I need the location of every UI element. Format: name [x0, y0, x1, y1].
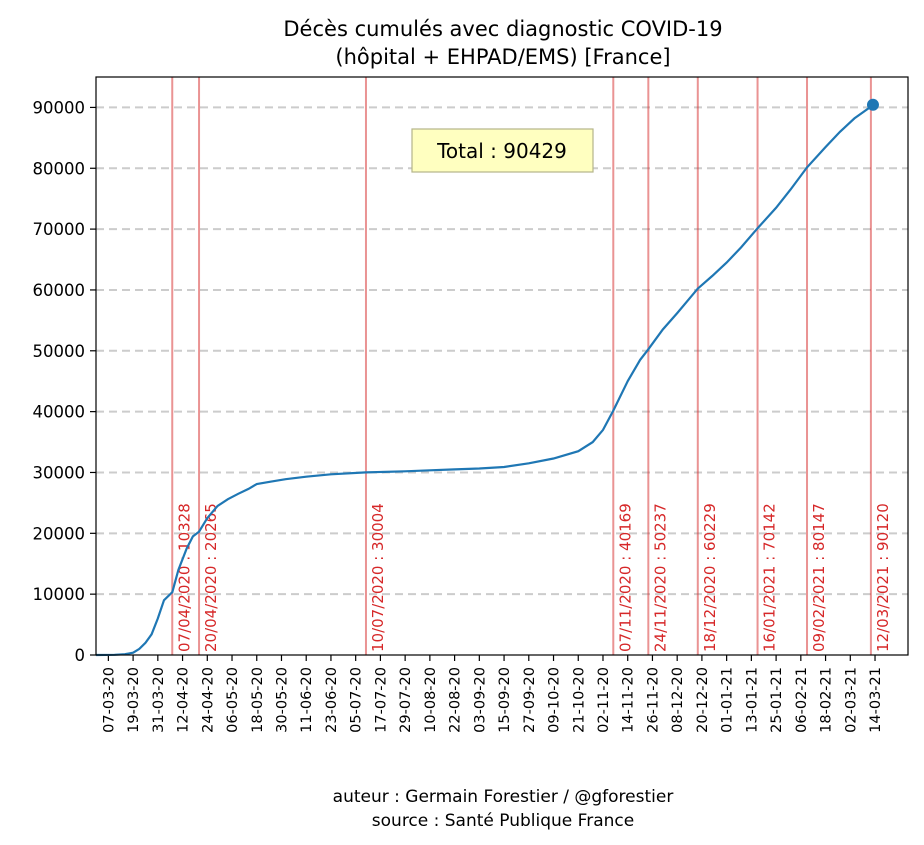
grid-lines — [96, 106, 908, 596]
x-tick-label: 30-05-20 — [274, 667, 290, 733]
x-tick-label: 02-03-21 — [843, 667, 859, 733]
y-tick-label: 60000 — [33, 281, 86, 300]
x-axis: 07-03-20 19-03-20 31-03-20 12-04-20 24-04-20… — [101, 655, 884, 733]
y-tick-label: 20000 — [33, 524, 86, 543]
x-tick-label: 21-10-20 — [571, 667, 587, 733]
footer-author: auteur : Germain Forestier / @gforestier — [333, 787, 674, 807]
x-tick-label: 17-07-20 — [373, 667, 389, 733]
y-tick-label: 90000 — [33, 98, 86, 117]
x-tick-label: 26-11-20 — [645, 667, 661, 733]
x-tick-label: 18-05-20 — [250, 667, 266, 733]
x-tick-label: 10-08-20 — [423, 667, 439, 733]
y-tick-label: 80000 — [33, 159, 86, 178]
x-tick-label: 23-06-20 — [324, 667, 340, 733]
x-tick-label: 13-01-21 — [744, 667, 760, 733]
x-tick-label: 25-01-21 — [769, 667, 785, 733]
milestone-label: 07/11/2020 : 40169 — [616, 503, 634, 652]
x-tick-label: 09-10-20 — [547, 667, 563, 733]
x-tick-label: 05-07-20 — [349, 667, 365, 733]
x-tick-label: 11-06-20 — [299, 667, 315, 733]
milestone-label: 16/01/2021 : 70142 — [761, 503, 779, 652]
milestone-lines: 07/04/2020 : 10328 20/04/2020 : 20265 10/0… — [171, 77, 892, 655]
x-tick-label: 19-03-20 — [126, 667, 142, 733]
x-tick-label: 24-04-20 — [200, 667, 216, 733]
x-tick-label: 20-12-20 — [695, 667, 711, 733]
milestone-label: 09/02/2021 : 80147 — [810, 503, 828, 652]
x-tick-label: 07-03-20 — [101, 667, 117, 733]
x-tick-label: 18-02-21 — [819, 667, 835, 733]
y-tick-label: 40000 — [33, 403, 86, 422]
y-tick-label: 10000 — [33, 585, 86, 604]
series-line — [95, 103, 874, 657]
x-tick-label: 06-05-20 — [225, 667, 241, 733]
x-tick-label: 06-02-21 — [794, 667, 810, 733]
milestone-label: 10/07/2020 : 30004 — [369, 503, 387, 652]
y-tick-label: 50000 — [33, 342, 86, 361]
chart-title-line-2: (hôpital + EHPAD/EMS) [France] — [335, 45, 670, 69]
plot-frame — [95, 76, 909, 656]
x-tick-label: 08-12-20 — [670, 667, 686, 733]
y-tick-label: 70000 — [33, 220, 86, 239]
x-tick-label: 29-07-20 — [398, 667, 414, 733]
final-point-marker — [866, 98, 879, 111]
milestone-label: 07/04/2020 : 10328 — [175, 503, 193, 652]
x-tick-label: 22-08-20 — [448, 667, 464, 733]
x-tick-label: 14-11-20 — [621, 667, 637, 733]
milestone-label: 24/11/2020 : 50237 — [651, 503, 669, 652]
total-annotation: Total : 90429 — [411, 128, 594, 173]
milestone-label: 20/04/2020 : 20265 — [202, 503, 220, 652]
x-tick-label: 31-03-20 — [151, 667, 167, 733]
y-tick-label: 30000 — [33, 463, 86, 482]
chart-title-line-1: Décès cumulés avec diagnostic COVID-19 — [283, 17, 722, 41]
x-tick-label: 14-03-21 — [868, 667, 884, 733]
x-tick-label: 01-01-21 — [720, 667, 736, 733]
milestone-label: 12/03/2021 : 90120 — [874, 503, 892, 652]
x-tick-label: 15-09-20 — [497, 667, 513, 733]
y-axis: 0 10000 20000 30000 40000 50000 60000 70000 8000… — [33, 98, 96, 665]
x-tick-label: 12-04-20 — [176, 667, 192, 733]
x-tick-label: 02-11-20 — [596, 667, 612, 733]
x-tick-label: 27-09-20 — [522, 667, 538, 733]
y-tick-label: 0 — [75, 646, 86, 665]
total-annotation-text: Total : 90429 — [436, 139, 567, 163]
milestone-label: 18/12/2020 : 60229 — [701, 503, 719, 652]
total-annotation-box — [411, 128, 594, 173]
footer-source: source : Santé Publique France — [372, 811, 634, 831]
x-tick-label: 03-09-20 — [472, 667, 488, 733]
